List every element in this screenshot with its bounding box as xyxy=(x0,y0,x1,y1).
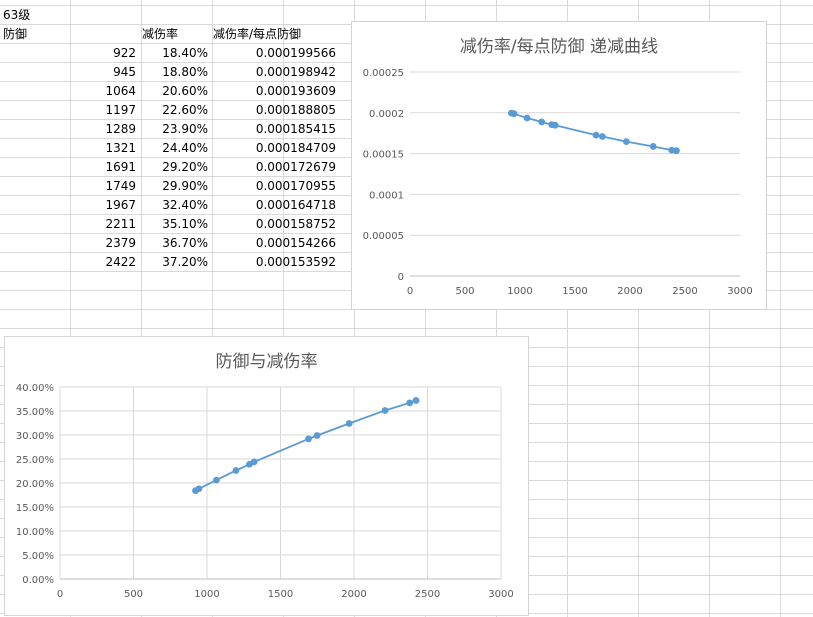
x-tick-label: 500 xyxy=(124,589,143,600)
y-tick-label: 0.00015 xyxy=(363,150,404,161)
chart-2-plot: 0.00% 5.00% 10.00% 15.00% 20.00% 25.00% 30.00%… xyxy=(16,383,514,600)
per-point-cell[interactable]: 0.000185415 xyxy=(255,122,336,136)
defense-cell[interactable]: 1967 xyxy=(105,198,136,212)
defense-cell[interactable]: 1749 xyxy=(105,179,136,193)
x-tick-label: 2500 xyxy=(672,286,697,297)
x-tick-label: 1000 xyxy=(194,589,219,600)
x-tick-label: 0 xyxy=(57,589,63,600)
y-tick-label: 25.00% xyxy=(16,455,54,466)
per-point-cell[interactable]: 0.000184709 xyxy=(255,141,336,155)
x-tick-label: 2500 xyxy=(415,589,440,600)
y-tick-label: 40.00% xyxy=(16,383,54,394)
x-tick-label: 2000 xyxy=(341,589,366,600)
data-point xyxy=(195,485,203,493)
x-tick-label: 1500 xyxy=(562,286,587,297)
y-tick-label: 0.00% xyxy=(22,575,54,586)
data-point xyxy=(523,114,531,122)
per-point-cell[interactable]: 0.000154266 xyxy=(255,236,336,250)
level-label-cell[interactable]: 63级 xyxy=(3,8,31,22)
data-point xyxy=(305,435,312,443)
chart-reduction-per-defense[interactable]: 减伤率/每点防御 递减曲线 0 0.00005 0.0001 0.00015 0.000… xyxy=(351,21,767,310)
data-point xyxy=(510,110,518,118)
y-tick-label: 0.0002 xyxy=(369,109,404,120)
reduction-cell[interactable]: 18.80% xyxy=(162,65,208,79)
chart-1-plot: 0 0.00005 0.0001 0.00015 0.0002 0.00025 0 500 10… xyxy=(363,68,753,297)
data-point xyxy=(213,476,220,484)
reduction-cell[interactable]: 29.90% xyxy=(162,179,208,193)
y-tick-label: 0 xyxy=(398,272,404,283)
data-point xyxy=(232,467,240,474)
per-point-cell[interactable]: 0.000153592 xyxy=(255,255,336,269)
y-tick-label: 0.0001 xyxy=(369,190,404,201)
data-point xyxy=(538,118,546,126)
per-point-cell[interactable]: 0.000188805 xyxy=(255,103,336,117)
data-point xyxy=(406,399,414,407)
x-tick-label: 3000 xyxy=(727,286,752,297)
data-point xyxy=(412,397,420,404)
defense-cell[interactable]: 1691 xyxy=(105,160,136,174)
y-tick-label: 0.00005 xyxy=(363,231,404,242)
defense-cell[interactable]: 2422 xyxy=(105,255,136,269)
defense-cell[interactable]: 2379 xyxy=(105,236,136,250)
per-point-cell[interactable]: 0.000164718 xyxy=(255,198,336,212)
reduction-cell[interactable]: 18.40% xyxy=(162,46,208,60)
chart-defense-vs-reduction[interactable]: 防御与减伤率 0.00% 5.00% 10.00% 15.00% 20.00% 25.00… xyxy=(4,336,529,616)
reduction-cell[interactable]: 35.10% xyxy=(162,217,208,231)
header-reduction-cell[interactable]: 减伤率 xyxy=(142,27,179,41)
data-point xyxy=(598,133,606,140)
per-point-cell[interactable]: 0.000158752 xyxy=(255,217,336,231)
y-tick-label: 5.00% xyxy=(22,551,54,562)
reduction-cell[interactable]: 36.70% xyxy=(162,236,208,250)
chart-2-title: 防御与减伤率 xyxy=(215,352,318,372)
data-point xyxy=(673,147,680,155)
x-tick-label: 3000 xyxy=(488,589,513,600)
defense-cell[interactable]: 1064 xyxy=(105,84,136,98)
defense-cell[interactable]: 2211 xyxy=(105,217,136,231)
data-point xyxy=(622,138,630,145)
data-point xyxy=(551,121,559,129)
y-tick-label: 35.00% xyxy=(16,407,54,418)
defense-cell[interactable]: 945 xyxy=(113,65,136,79)
data-point xyxy=(592,131,600,139)
reduction-cell[interactable]: 22.60% xyxy=(162,103,208,117)
header-per-point-cell[interactable]: 减伤率/每点防御 xyxy=(213,27,302,41)
reduction-cell[interactable]: 20.60% xyxy=(162,84,208,98)
per-point-cell[interactable]: 0.000170955 xyxy=(255,179,336,193)
reduction-cell[interactable]: 23.90% xyxy=(162,122,208,136)
x-tick-label: 2000 xyxy=(617,286,642,297)
series-trendline xyxy=(195,399,417,492)
y-tick-label: 0.00025 xyxy=(363,68,404,79)
reduction-cell[interactable]: 32.40% xyxy=(162,198,208,212)
y-tick-label: 30.00% xyxy=(16,431,54,442)
y-tick-label: 20.00% xyxy=(16,479,54,490)
data-point xyxy=(250,458,258,466)
x-tick-label: 0 xyxy=(407,286,413,297)
data-point xyxy=(345,420,353,427)
reduction-cell[interactable]: 29.20% xyxy=(162,160,208,174)
defense-cell[interactable]: 1321 xyxy=(105,141,136,155)
data-point xyxy=(381,407,389,414)
defense-cell[interactable]: 922 xyxy=(113,46,136,60)
reduction-cell[interactable]: 24.40% xyxy=(162,141,208,155)
x-tick-label: 500 xyxy=(455,286,474,297)
reduction-cell[interactable]: 37.20% xyxy=(162,255,208,269)
data-point xyxy=(313,432,321,439)
per-point-cell[interactable]: 0.000172679 xyxy=(255,160,336,174)
defense-cell[interactable]: 1197 xyxy=(105,103,136,117)
chart-1-title: 减伤率/每点防御 递减曲线 xyxy=(459,37,659,57)
x-tick-label: 1000 xyxy=(507,286,532,297)
header-defense-cell[interactable]: 防御 xyxy=(3,27,28,41)
y-tick-label: 10.00% xyxy=(16,527,54,538)
per-point-cell[interactable]: 0.000198942 xyxy=(255,65,336,79)
per-point-cell[interactable]: 0.000199566 xyxy=(255,46,336,60)
y-tick-label: 15.00% xyxy=(16,503,54,514)
x-tick-label: 1500 xyxy=(268,589,293,600)
data-point xyxy=(649,143,657,150)
defense-cell[interactable]: 1289 xyxy=(105,122,136,136)
per-point-cell[interactable]: 0.000193609 xyxy=(255,84,336,98)
